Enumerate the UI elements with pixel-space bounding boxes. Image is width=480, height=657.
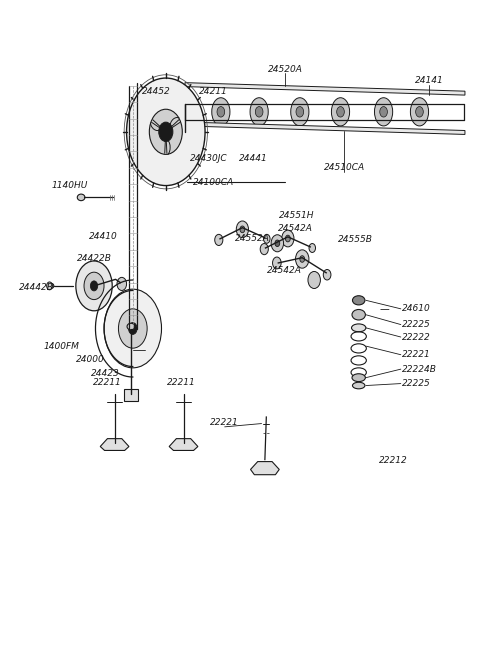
Circle shape (260, 244, 268, 255)
Polygon shape (185, 122, 465, 135)
Text: 24422B: 24422B (77, 254, 111, 263)
Circle shape (84, 272, 104, 300)
Circle shape (90, 281, 97, 291)
Circle shape (127, 78, 205, 185)
Text: 24141: 24141 (415, 76, 444, 85)
Text: 24430JC: 24430JC (190, 154, 228, 162)
Circle shape (76, 261, 112, 311)
Circle shape (273, 257, 281, 269)
Text: 22221: 22221 (402, 350, 431, 359)
Circle shape (159, 122, 173, 141)
Ellipse shape (352, 374, 365, 382)
Circle shape (380, 106, 387, 117)
Text: 1140HU: 1140HU (52, 181, 88, 190)
Circle shape (240, 226, 245, 233)
Circle shape (275, 240, 280, 246)
Text: 24441: 24441 (239, 154, 268, 162)
Text: 24555B: 24555B (338, 235, 373, 244)
Circle shape (129, 323, 137, 334)
Text: 24520A: 24520A (268, 65, 303, 74)
Circle shape (286, 235, 290, 242)
Text: 22211: 22211 (167, 378, 196, 387)
Circle shape (119, 309, 147, 348)
Ellipse shape (352, 382, 365, 389)
Circle shape (104, 289, 161, 368)
Ellipse shape (212, 98, 230, 126)
Circle shape (282, 230, 294, 247)
Text: 1400FM: 1400FM (44, 342, 80, 351)
Circle shape (149, 109, 182, 154)
Text: 24410: 24410 (89, 232, 118, 241)
Circle shape (300, 256, 305, 262)
Ellipse shape (410, 98, 429, 126)
Ellipse shape (250, 98, 268, 126)
Circle shape (264, 235, 270, 243)
Ellipse shape (374, 98, 393, 126)
Text: 24551H: 24551H (279, 212, 314, 220)
Circle shape (117, 277, 127, 290)
Circle shape (215, 235, 223, 246)
Circle shape (296, 250, 309, 268)
Text: 22212: 22212 (379, 457, 408, 465)
Ellipse shape (352, 309, 365, 320)
Ellipse shape (352, 296, 365, 305)
Circle shape (336, 106, 344, 117)
Polygon shape (251, 462, 279, 475)
Circle shape (255, 106, 263, 117)
Text: 22224B: 22224B (402, 365, 437, 374)
Text: 24423: 24423 (91, 369, 120, 378)
Text: 22225: 22225 (402, 379, 431, 388)
Circle shape (308, 271, 321, 288)
Ellipse shape (351, 324, 366, 332)
Ellipse shape (77, 194, 85, 200)
Text: 22225: 22225 (402, 320, 431, 329)
Text: —: — (380, 304, 389, 314)
Circle shape (416, 106, 423, 117)
Text: 24211: 24211 (199, 87, 228, 96)
Ellipse shape (127, 323, 135, 330)
Text: 24542A: 24542A (277, 224, 312, 233)
Polygon shape (169, 439, 198, 451)
Text: 24552A: 24552A (235, 233, 269, 242)
Text: 24510CA: 24510CA (324, 164, 365, 172)
Text: 24452: 24452 (142, 87, 170, 96)
Text: 24542A: 24542A (266, 266, 301, 275)
Text: 22221: 22221 (210, 419, 239, 428)
FancyBboxPatch shape (124, 389, 138, 401)
Circle shape (236, 221, 249, 238)
Polygon shape (100, 439, 129, 451)
Text: 24100CA: 24100CA (193, 179, 234, 187)
Ellipse shape (48, 283, 54, 288)
Ellipse shape (291, 98, 309, 126)
Polygon shape (185, 83, 465, 95)
Text: 24610: 24610 (402, 304, 431, 313)
Text: 24000: 24000 (76, 355, 105, 364)
Text: 22222: 22222 (402, 332, 431, 342)
Ellipse shape (331, 98, 349, 126)
Circle shape (309, 244, 315, 252)
Text: 24442B: 24442B (19, 283, 54, 292)
Circle shape (217, 106, 225, 117)
Circle shape (271, 235, 284, 252)
Circle shape (323, 269, 331, 280)
Circle shape (296, 106, 304, 117)
Text: 22211: 22211 (93, 378, 121, 387)
Circle shape (47, 282, 52, 290)
